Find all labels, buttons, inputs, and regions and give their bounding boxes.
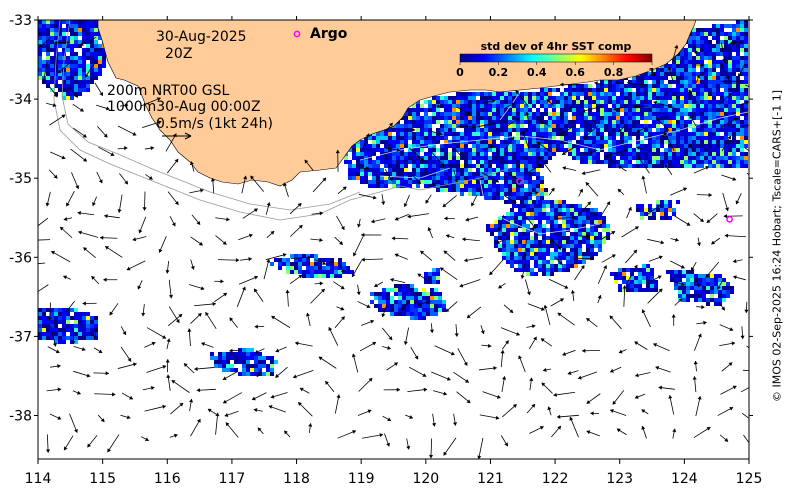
- colorbar-tick-label: 0.6: [565, 66, 585, 79]
- time-label: 20Z: [165, 46, 192, 62]
- colorbar-title: std dev of 4hr SST comp: [481, 40, 632, 53]
- colorbar-tick-label: 0.8: [604, 66, 624, 79]
- colorbar-tick-label: 0.2: [489, 66, 509, 79]
- argo-float-marker: [516, 178, 523, 185]
- y-tick-label: -35: [9, 171, 32, 187]
- y-tick-label: -36: [9, 250, 32, 266]
- x-tick-label: 124: [671, 471, 698, 487]
- x-tick-label: 117: [219, 471, 246, 487]
- annotation-block: 30-Aug-2025 20Z 200m NRT00 GSL 1000m30-A…: [107, 29, 273, 140]
- colorbar-tick-label: 1: [648, 66, 656, 79]
- y-tick-label: -33: [9, 13, 32, 29]
- copyright-text: © IMOS 02-Sep-2025 16:24 Hobart; Tscale=…: [770, 89, 784, 403]
- model-info-line-1: 200m NRT00 GSL: [107, 83, 230, 99]
- x-tick-label: 119: [348, 471, 375, 487]
- argo-legend: Argo: [293, 26, 348, 42]
- y-tick-label: -34: [9, 92, 32, 108]
- model-info-line-2: 1000m30-Aug 00:00Z: [107, 99, 261, 115]
- x-tick-label: 121: [477, 471, 504, 487]
- argo-marker-icon: [293, 30, 301, 38]
- colorbar-tick-label: 0.4: [527, 66, 547, 79]
- scale-arrow-label: 0.5m/s (1kt 24h): [156, 116, 273, 132]
- x-tick-label: 115: [89, 471, 116, 487]
- argo-float-markers: [516, 178, 733, 223]
- date-label: 30-Aug-2025: [156, 29, 247, 45]
- x-tick-label: 120: [412, 471, 439, 487]
- y-tick-label: -38: [9, 408, 32, 424]
- colorbar-tick-label: 0: [456, 66, 464, 79]
- colorbar: std dev of 4hr SST comp 0 0.2 0.4 0.6 0.8 1: [456, 40, 656, 79]
- x-tick-label: 118: [283, 471, 310, 487]
- argo-float-marker: [726, 215, 733, 223]
- y-tick-label: -37: [9, 329, 32, 345]
- x-tick-label: 116: [154, 471, 181, 487]
- current-vectors: [38, 36, 749, 459]
- x-tick-label: 125: [736, 471, 763, 487]
- x-tick-label: 123: [606, 471, 633, 487]
- x-tick-label: 122: [542, 471, 569, 487]
- x-tick-label: 114: [25, 471, 52, 487]
- argo-label: Argo: [310, 26, 348, 42]
- x-axis-ticks: 114 115 116 117 118 119 120 121 122 123 124 125: [25, 16, 763, 487]
- colorbar-ticks: 0 0.2 0.4 0.6 0.8 1: [456, 62, 656, 79]
- y-axis-ticks: -33 -34 -35 -36 -37 -38: [9, 13, 753, 424]
- map-frame: [37, 19, 750, 460]
- bathymetry-contours: [53, 20, 511, 221]
- colorbar-gradient: [459, 53, 653, 63]
- scale-arrow-icon: [162, 132, 192, 140]
